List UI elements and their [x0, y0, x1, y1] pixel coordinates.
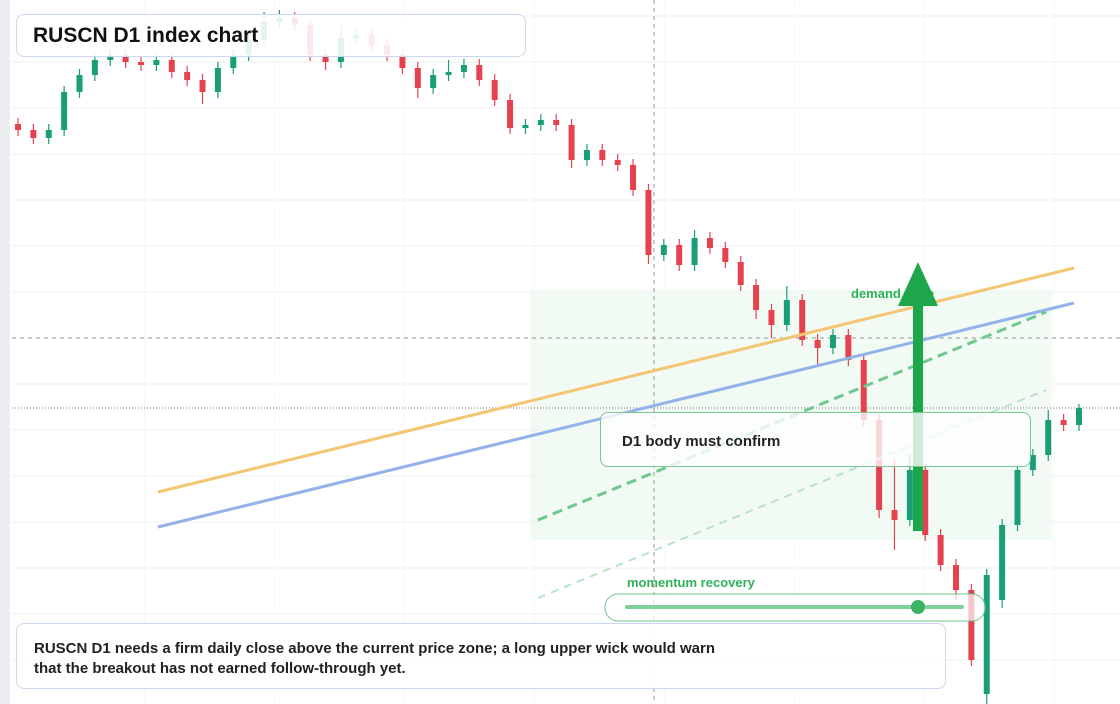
candle-body	[553, 120, 560, 125]
candle-body	[983, 575, 990, 694]
candle-body	[630, 165, 637, 190]
candle-body	[768, 310, 775, 325]
candle-body	[1076, 408, 1082, 425]
candle-body	[15, 124, 21, 130]
candle-body	[645, 190, 652, 255]
candle-body	[460, 65, 467, 72]
candle-body	[537, 120, 544, 125]
candle-body	[507, 100, 514, 128]
momentum-label: momentum recovery	[627, 575, 756, 590]
candle-body	[138, 62, 145, 65]
candle-body	[783, 300, 790, 325]
candle-body	[999, 525, 1006, 600]
note-line: that the breakout has not earned follow-…	[34, 660, 406, 677]
candle-body	[122, 55, 129, 62]
callout: D1 body must confirm	[600, 412, 1031, 467]
candle-body	[522, 125, 529, 128]
candle-body	[937, 535, 944, 565]
candle-body	[860, 360, 867, 420]
candle-body	[414, 68, 421, 88]
candle-body	[1029, 455, 1036, 470]
candle-body	[753, 285, 760, 310]
candle-body	[230, 55, 237, 68]
candle-body	[153, 60, 160, 65]
channel-line	[537, 389, 1047, 599]
candle-body	[799, 300, 806, 340]
arrow-head	[898, 262, 938, 306]
candle-body	[1014, 470, 1021, 525]
candle-body	[76, 75, 83, 92]
candle-body	[214, 68, 221, 92]
candle-body	[1060, 420, 1067, 425]
candle-body	[61, 92, 68, 130]
candle-body	[430, 75, 437, 88]
candle-body	[660, 245, 667, 255]
candle-body	[845, 335, 852, 360]
candle-body	[922, 470, 929, 535]
candle-body	[706, 238, 713, 248]
candle-body	[1045, 420, 1052, 455]
momentum-dot	[911, 600, 925, 614]
candle-body	[814, 340, 821, 348]
candle-body	[568, 125, 575, 160]
candle-body	[737, 262, 744, 285]
candle-body	[322, 55, 329, 62]
candle-body	[168, 60, 175, 72]
candle-body	[614, 160, 621, 165]
candle-body	[906, 470, 913, 520]
candle-body	[722, 248, 729, 262]
candle-body	[107, 55, 114, 60]
candle-body	[45, 130, 52, 138]
candle-body	[399, 55, 406, 68]
candle-body	[91, 60, 98, 75]
note-line: RUSCN D1 needs a firm daily close above …	[34, 640, 715, 657]
candle-body	[891, 510, 898, 520]
candle-body	[676, 245, 683, 265]
candle-body	[952, 565, 959, 590]
candle-body	[476, 65, 483, 80]
candle-body	[199, 80, 206, 92]
candle-body	[184, 72, 191, 80]
candle-body	[583, 150, 590, 160]
candle-body	[691, 238, 698, 265]
chart-title: RUSCN D1 index chart	[16, 14, 526, 57]
candle-body	[829, 335, 836, 348]
candle-body	[491, 80, 498, 100]
note: RUSCN D1 needs a firm daily close above …	[16, 623, 946, 689]
candle-body	[445, 72, 452, 75]
candle-body	[599, 150, 606, 160]
candle-body	[968, 590, 975, 660]
left-strip	[0, 0, 10, 704]
candle-body	[30, 130, 37, 138]
